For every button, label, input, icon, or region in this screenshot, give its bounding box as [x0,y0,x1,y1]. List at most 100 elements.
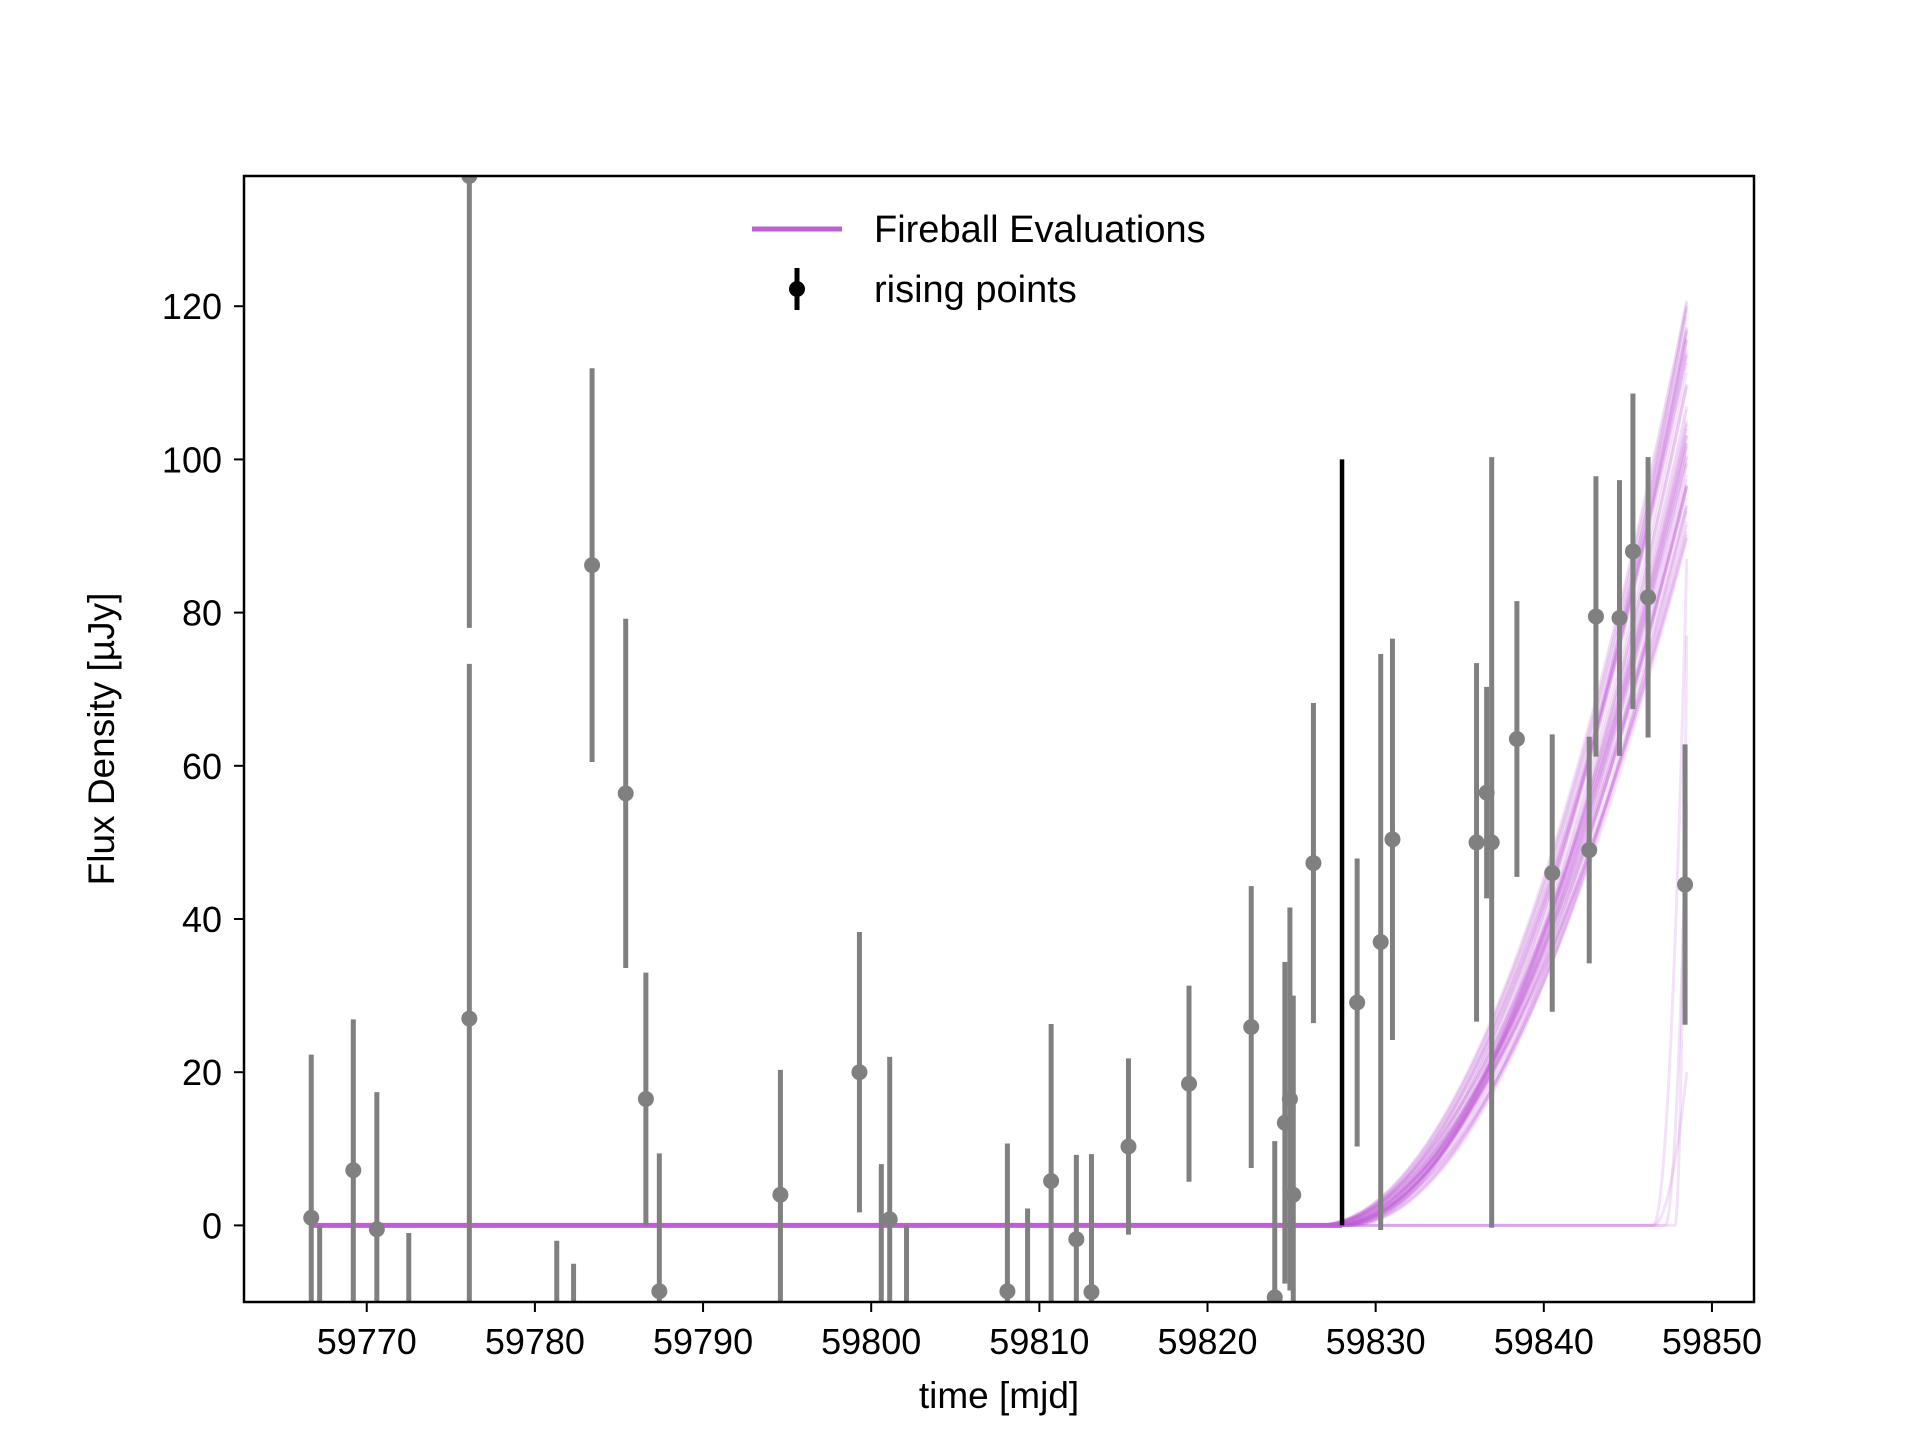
legend: Fireball Evaluations rising points [752,209,1206,311]
legend-label-fireball: Fireball Evaluations [874,209,1206,251]
data-point [999,1283,1016,1300]
fireball-curve [311,362,1689,1227]
legend-swatch-point [789,281,805,297]
data-point [1508,731,1525,747]
y-tick-label: 20 [182,1052,222,1093]
fireball-curve [311,351,1689,1227]
fireball-curve [311,330,1689,1227]
data-point [617,785,634,802]
fireball-curve [311,372,1689,1227]
data-point [1483,834,1500,851]
fireball-curve [311,444,1689,1227]
fireball-curve [311,332,1689,1227]
data-point [1305,855,1322,872]
x-tick-label: 59830 [1326,1321,1426,1362]
x-tick-label: 59790 [653,1321,753,1362]
fireball-curve [311,300,1689,1227]
data-point [461,176,478,184]
fireball-curve [311,485,1689,1227]
fireball-curve-late [311,804,1689,1227]
fireball-curve [311,455,1689,1227]
data-point [851,1064,868,1081]
data-point [1624,543,1641,560]
data-point [584,557,601,574]
fireball-curve [311,504,1689,1227]
fireball-curve-late [311,558,1689,1227]
data-point [1587,608,1604,625]
data-point [1468,834,1485,851]
data-point [1640,589,1657,606]
fireball-curve [311,534,1689,1227]
fireball-curve [311,485,1689,1227]
fireball-curve [311,386,1689,1227]
y-tick-label: 100 [162,439,222,480]
data-point [1068,1231,1085,1248]
fireball-curve [311,384,1689,1227]
fireball-curve [311,488,1689,1227]
fireball-curve [311,405,1689,1227]
x-tick-label: 59850 [1662,1321,1762,1362]
x-tick-label: 59820 [1157,1321,1257,1362]
fireball-curve [311,531,1689,1227]
data-points-layer [303,176,1694,1302]
data-point [1083,1284,1100,1301]
fireball-curve [311,505,1689,1227]
fireball-curve [311,507,1689,1227]
fireball-curve [311,462,1689,1227]
fireball-curve [311,474,1689,1227]
x-tick-label: 59800 [821,1321,921,1362]
data-point [881,1211,898,1228]
x-axis: 59770 59780 59790 59800 59810 59820 59830 59840… [317,1302,1762,1362]
fireball-curve [311,327,1689,1227]
data-point [1181,1075,1198,1092]
data-point [1611,609,1628,626]
y-tick-label: 80 [182,593,222,634]
data-point [1120,1138,1137,1155]
data-point [1581,842,1598,859]
fireball-curve [311,326,1689,1227]
data-point [368,1221,385,1238]
fireball-curve [311,483,1689,1227]
fireball-model-curves [311,300,1689,1228]
fireball-curve [311,355,1689,1227]
fireball-curve [311,428,1689,1227]
fireball-curve [311,537,1689,1227]
data-point [1243,1019,1260,1036]
fireball-curve [311,301,1689,1227]
data-point [637,1091,654,1108]
x-tick-label: 59770 [317,1321,417,1362]
fireball-curve [311,511,1689,1227]
y-tick-label: 0 [202,1205,222,1246]
fireball-curve [311,524,1689,1227]
fireball-curve [311,308,1689,1227]
fireball-curve [311,455,1689,1227]
fireball-curve-late [311,1072,1689,1227]
fireball-curve [311,538,1689,1227]
x-tick-label: 59780 [485,1321,585,1362]
fireball-curve [311,383,1689,1227]
data-point [1544,865,1561,882]
data-point [651,1283,668,1300]
data-point [1349,994,1366,1011]
x-axis-label: time [mjd] [919,1375,1079,1416]
data-point [1384,831,1401,848]
y-axis: 0 20 40 60 80 100 120 [162,286,244,1246]
fireball-curve [311,434,1689,1227]
fireball-curve [311,306,1689,1227]
fireball-curve [311,521,1689,1227]
plot-frame [242,174,1756,1304]
data-point [1266,1289,1283,1302]
fireball-curve [311,478,1689,1227]
y-axis-label: Flux Density [µJy] [81,593,122,886]
fireball-curve [311,423,1689,1227]
data-point [1372,933,1389,950]
data-point [1285,1186,1302,1203]
y-tick-label: 120 [162,286,222,327]
fireball-curve [311,442,1689,1227]
fireball-curve [311,446,1689,1227]
fireball-curve [311,496,1689,1227]
data-point [1677,876,1694,893]
y-tick-label: 60 [182,746,222,787]
fireball-curve [311,442,1689,1227]
